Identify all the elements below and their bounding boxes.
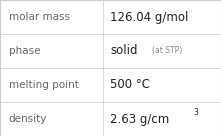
Text: 126.04 g/mol: 126.04 g/mol bbox=[110, 10, 189, 24]
Text: density: density bbox=[9, 114, 47, 124]
Text: melting point: melting point bbox=[9, 80, 79, 90]
Text: phase: phase bbox=[9, 46, 40, 56]
Text: molar mass: molar mass bbox=[9, 12, 70, 22]
Text: solid: solid bbox=[110, 44, 138, 58]
Text: 500 °C: 500 °C bbox=[110, 78, 151, 92]
Text: 3: 3 bbox=[193, 108, 198, 117]
Text: 2.63 g/cm: 2.63 g/cm bbox=[110, 112, 170, 126]
Text: (at STP): (at STP) bbox=[152, 47, 183, 55]
